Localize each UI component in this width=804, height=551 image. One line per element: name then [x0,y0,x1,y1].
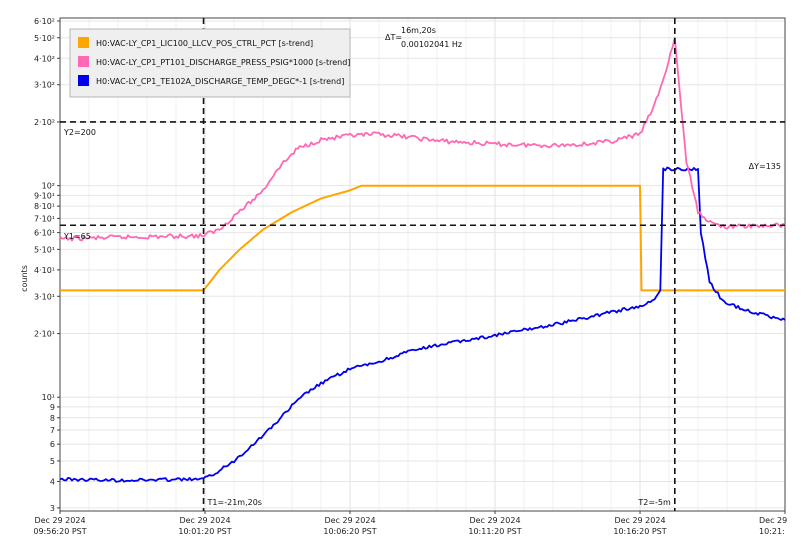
legend[interactable]: H0:VAC-LY_CP1_LIC100_LLCV_POS_CTRL_PCT [… [69,28,351,98]
x-tick-date: Dec 29 [759,516,787,525]
x-tick-date: Dec 29 2024 [179,516,230,525]
y-tick-label: 7·10¹ [34,214,55,223]
y-tick-label: 8 [50,414,55,423]
x-tick-date: Dec 29 2024 [34,516,85,525]
t2-cursor-label: T2=-5m [637,498,671,507]
legend-swatch-pt101[interactable] [78,56,89,67]
y-tick-label: 10¹ [42,393,55,402]
y-axis-label: counts [20,265,29,292]
cursor-layer[interactable] [60,18,785,511]
x-tick-time: 10:01:20 PST [178,527,231,536]
y1-cursor-label: Y1=65 [63,232,91,241]
legend-entry-lic100[interactable]: H0:VAC-LY_CP1_LIC100_LLCV_POS_CTRL_PCT [… [96,39,313,48]
y-tick-label: 8·10¹ [34,202,55,211]
grid-minor [59,18,786,511]
t1-cursor-label: T1=-21m,20s [207,498,262,507]
y-tick-label: 4 [50,477,55,486]
y-tick-label: 3·10¹ [34,292,55,301]
y-tick-label: 3 [50,504,55,513]
y-tick-label: 6 [50,440,55,449]
y-tick-label: 10² [42,182,55,191]
x-axis-ticks: Dec 29 2024 09:56:20 PST Dec 29 2024 10:01:… [33,511,787,536]
plot-frame [59,17,786,512]
x-tick-date: Dec 29 2024 [324,516,375,525]
legend-entry-pt101[interactable]: H0:VAC-LY_CP1_PT101_DISCHARGE_PRESS_PSIG… [96,58,350,67]
x-tick-date: Dec 29 2024 [469,516,520,525]
x-tick-time: 10:16:20 PST [613,527,666,536]
y-tick-label: 4·10² [34,54,55,63]
y-tick-label: 5·10¹ [34,245,55,254]
y-tick-label: 2·10¹ [34,330,55,339]
delta-y-label: ΔY=135 [749,162,781,171]
x-tick-date: Dec 29 2024 [614,516,665,525]
y-tick-label: 7 [50,426,55,435]
y2-cursor-label: Y2=200 [63,128,96,137]
legend-box [69,28,351,98]
legend-swatch-te102a[interactable] [78,75,89,86]
series-layer [59,36,786,483]
legend-entry-te102a[interactable]: H0:VAC-LY_CP1_TE102A_DISCHARGE_TEMP_DEGC… [96,77,344,86]
y-tick-label: 4·10¹ [34,266,55,275]
y-tick-label: 9·10¹ [34,191,55,200]
y-tick-label: 6·10¹ [34,229,55,238]
y-tick-label: 6·10² [34,17,55,26]
delta-t-prefix: ΔT= [385,33,402,42]
delta-t-frequency: 0.00102041 Hz [401,40,462,49]
x-tick-time: 10:11:20 PST [468,527,521,536]
x-tick-time: 10:21: [759,527,785,536]
series-pt101-line [59,36,786,242]
x-tick-time: 10:06:20 PST [323,527,376,536]
series-te102a-line [59,166,786,483]
delta-t-value: 16m,20s [401,26,436,35]
y-tick-label: 3·10² [34,81,55,90]
x-tick-time: 09:56:20 PST [33,527,86,536]
y-tick-label: 5·10² [34,34,55,43]
legend-swatch-lic100[interactable] [78,37,89,48]
y-tick-label: 2·10² [34,118,55,127]
series-lic100-line [60,184,785,292]
y-tick-label: 9 [50,403,55,412]
y-tick-label: 5 [50,457,55,466]
